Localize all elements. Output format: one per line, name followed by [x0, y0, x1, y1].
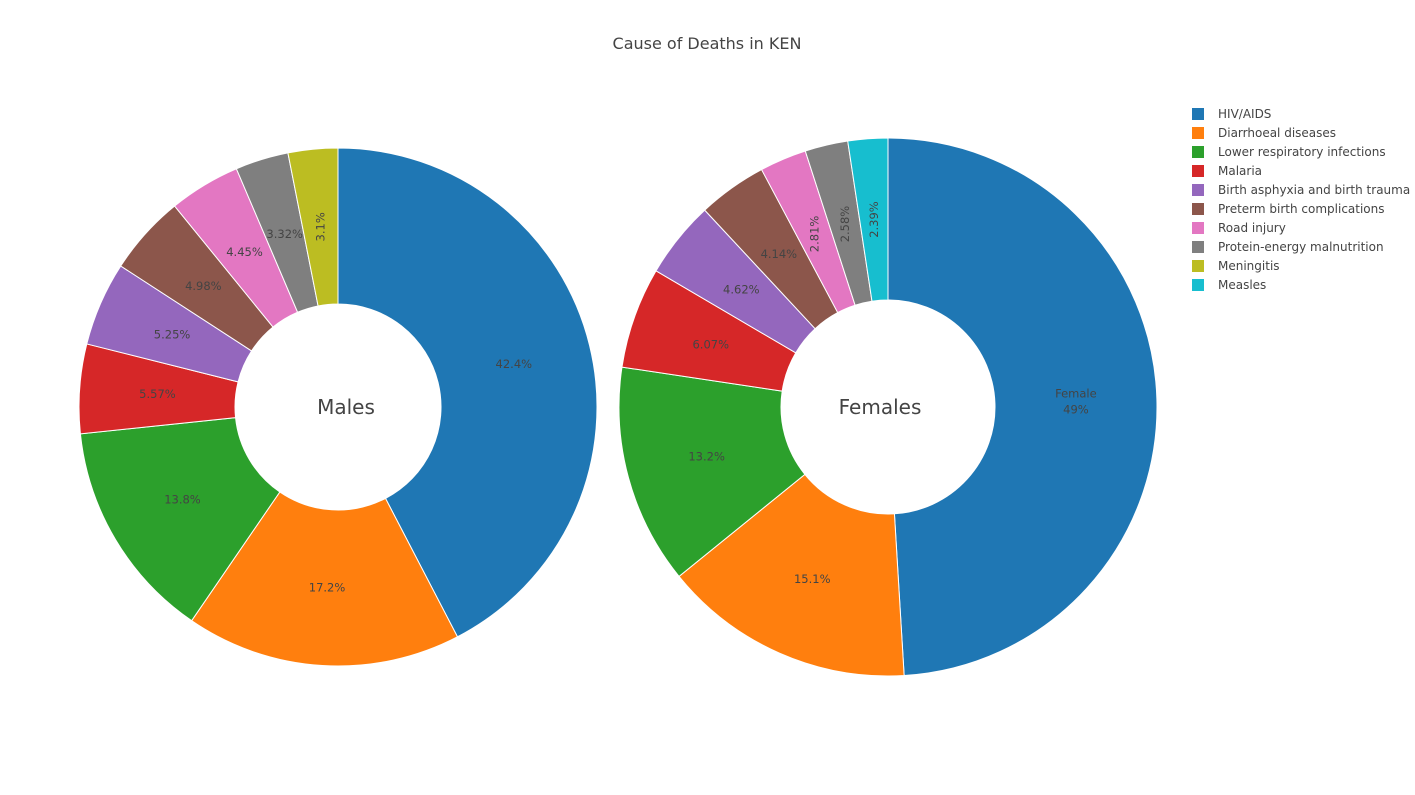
- slice-label-males-preterm-birth-complications: 4.98%: [185, 279, 222, 293]
- slice-females-measles[interactable]: [847, 137, 889, 302]
- legend-item-diarrhoeal-diseases[interactable]: Diarrhoeal diseases: [1218, 126, 1336, 140]
- legend-item-preterm-birth-complications[interactable]: Preterm birth complications: [1218, 202, 1385, 216]
- legend-swatch-meningitis[interactable]: [1192, 260, 1204, 272]
- legend-swatch-preterm-birth-complications[interactable]: [1192, 203, 1204, 215]
- legend-item-road-injury[interactable]: Road injury: [1218, 221, 1286, 235]
- legend-swatch-lower-respiratory-infections[interactable]: [1192, 146, 1204, 158]
- legend-item-protein-energy-malnutrition[interactable]: Protein-energy malnutrition: [1218, 240, 1384, 254]
- slice-label-females-lower-respiratory-infections: 13.2%: [688, 449, 725, 463]
- slice-label-males-diarrhoeal-diseases: 17.2%: [309, 581, 346, 595]
- legend-swatch-measles[interactable]: [1192, 279, 1204, 291]
- legend-item-lower-respiratory-infections[interactable]: Lower respiratory infections: [1218, 145, 1386, 159]
- chart-title: Cause of Deaths in KEN: [613, 34, 802, 53]
- legend-swatch-protein-energy-malnutrition[interactable]: [1192, 241, 1204, 253]
- legend-item-malaria[interactable]: Malaria: [1218, 164, 1262, 178]
- slice-label-males-hiv-aids: 42.4%: [496, 357, 533, 371]
- slice-label-males-road-injury: 4.45%: [226, 245, 263, 259]
- slice-males-lower-respiratory-infections[interactable]: [79, 417, 281, 622]
- slice-males-diarrhoeal-diseases[interactable]: [190, 491, 459, 667]
- pie-females-hole-label: Females: [839, 395, 922, 419]
- slice-label-females-hiv-aids: Female 49%: [1055, 386, 1097, 416]
- pie-males: 42.4% 17.2% 13.8% 5.57% 5.25% 4.98% 4.45%3.32%…: [78, 147, 598, 667]
- slice-label-males-meningitis: 3.1%: [313, 212, 327, 241]
- slice-females-hiv-aids[interactable]: [887, 137, 1158, 677]
- legend-swatch-hiv-aids[interactable]: [1192, 108, 1204, 120]
- slice-label-males-lower-respiratory-infections: 13.8%: [164, 493, 201, 507]
- slice-label-females-diarrhoeal-diseases: 15.1%: [794, 572, 831, 586]
- pie-males-hole-label: Males: [317, 395, 375, 419]
- slice-label-females-malaria: 6.07%: [692, 337, 729, 351]
- pie-females: Female 49% 15.1% 13.2% 6.07% 4.62% 4.14% 2.81% 2…: [618, 137, 1158, 677]
- slice-males-hiv-aids[interactable]: [337, 147, 598, 638]
- slice-label-males-malaria: 5.57%: [139, 387, 176, 401]
- legend: HIV/AIDS Diarrhoeal diseases Lower respira…: [1192, 107, 1410, 292]
- slice-males-meningitis[interactable]: [287, 147, 339, 307]
- slice-label-females-birth-asphyxia-and-birth-trauma: 4.62%: [723, 282, 760, 296]
- slice-females-diarrhoeal-diseases[interactable]: [678, 473, 905, 677]
- slice-label-females-preterm-birth-complications: 4.14%: [761, 247, 798, 261]
- slice-label-females-measles: 2.39%: [867, 201, 881, 238]
- slice-label-males-birth-asphyxia-and-birth-trauma: 5.25%: [154, 328, 191, 342]
- slice-females-lower-respiratory-infections[interactable]: [618, 366, 806, 578]
- slice-label-females-protein-energy-malnutrition: 2.58%: [838, 206, 852, 243]
- legend-swatch-road-injury[interactable]: [1192, 222, 1204, 234]
- legend-item-birth-asphyxia-and-birth-trauma[interactable]: Birth asphyxia and birth trauma: [1218, 183, 1410, 197]
- legend-item-hiv-aids[interactable]: HIV/AIDS: [1218, 107, 1271, 121]
- legend-item-measles[interactable]: Measles: [1218, 278, 1266, 292]
- legend-swatch-birth-asphyxia-and-birth-trauma[interactable]: [1192, 184, 1204, 196]
- slice-label-females-road-injury: 2.81%: [808, 216, 822, 253]
- legend-swatch-diarrhoeal-diseases[interactable]: [1192, 127, 1204, 139]
- legend-swatch-malaria[interactable]: [1192, 165, 1204, 177]
- legend-item-meningitis[interactable]: Meningitis: [1218, 259, 1280, 273]
- slice-label-males-protein-energy-malnutrition: 3.32%: [266, 227, 303, 241]
